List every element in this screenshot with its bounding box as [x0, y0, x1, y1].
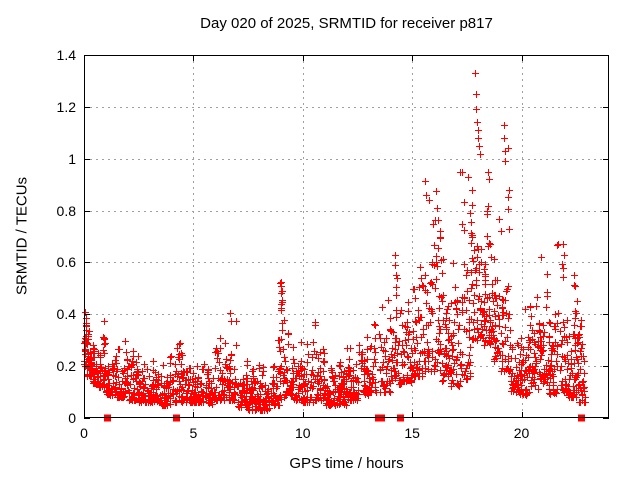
x-tick-label: 10: [294, 425, 311, 441]
y-tick-label: 1: [68, 150, 76, 167]
x-axis-label: GPS time / hours: [289, 455, 404, 472]
plot-area: [81, 55, 609, 422]
plot-frame: [84, 55, 609, 418]
y-axis-label: SRMTID / TECUs: [13, 176, 31, 296]
axis-ticks: [84, 55, 609, 419]
y-tick-label: 0.6: [56, 254, 76, 271]
y-tick-label: 0.4: [56, 306, 76, 323]
chart-title: Day 020 of 2025, SRMTID for receiver p81…: [200, 15, 493, 32]
y-tick-label: 0.8: [56, 202, 76, 219]
gridlines: [84, 55, 609, 418]
x-tick-label: 5: [189, 425, 198, 441]
y-tick-label: 1.2: [56, 98, 76, 115]
y-tick-label: 0: [68, 410, 76, 426]
plot-svg: [81, 55, 609, 422]
x-tick-label: 0: [80, 425, 88, 441]
x-tick-label: 15: [404, 425, 420, 441]
x-tick-label: 20: [513, 425, 530, 441]
y-tick-label: 0.2: [56, 358, 76, 375]
scatter-points: [81, 70, 589, 414]
y-tick-label: 1.4: [56, 47, 76, 63]
